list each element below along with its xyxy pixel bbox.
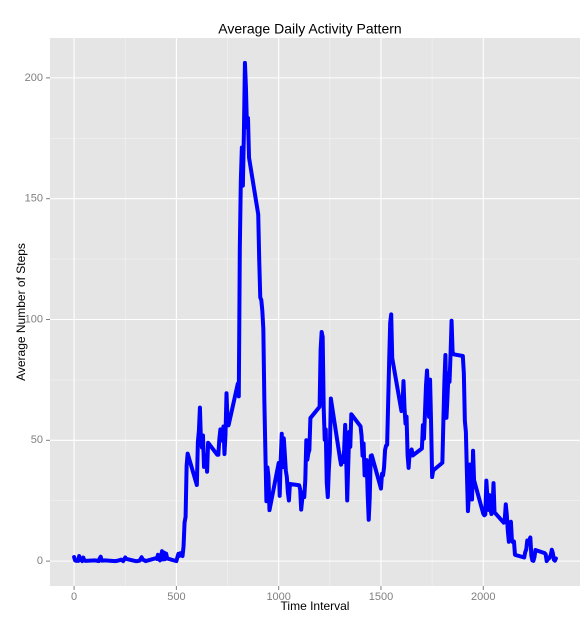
line <box>72 60 558 564</box>
y-tick-label: 0 <box>37 555 43 567</box>
chart-title: Average Daily Activity Pattern <box>218 21 401 37</box>
x-tick-label: 2000 <box>471 591 495 603</box>
y-tick-label: 200 <box>25 72 43 84</box>
x-tick-label: 0 <box>71 591 77 603</box>
x-tick-label: 1000 <box>266 591 290 603</box>
y-tick-label: 50 <box>31 434 43 446</box>
x-tick-label: 1500 <box>369 591 393 603</box>
x-tick-label: 500 <box>167 591 185 603</box>
y-tick-label: 150 <box>25 193 43 205</box>
y-tick-label: 100 <box>25 313 43 325</box>
x-axis-label: Time Interval <box>281 599 350 613</box>
y-axis-label: Average Number of Steps <box>14 243 28 381</box>
panel <box>50 38 580 586</box>
